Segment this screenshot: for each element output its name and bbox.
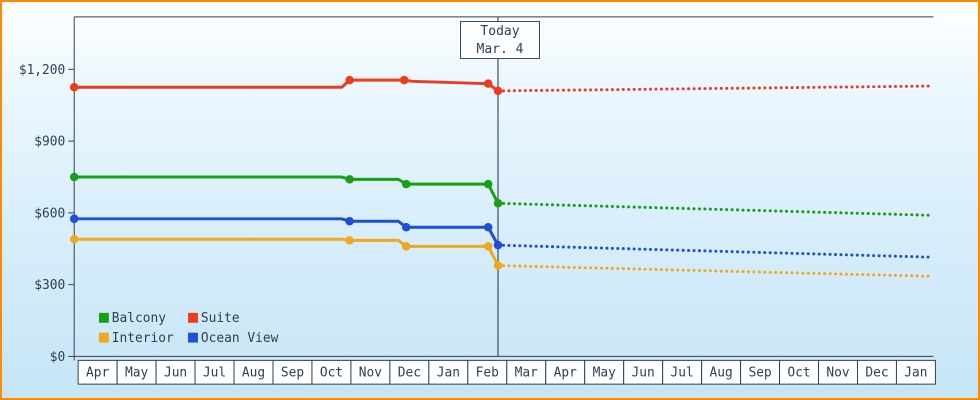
series-marker [483,179,493,189]
month-label: Sep [748,366,771,381]
month-label: Jan [904,366,927,381]
today-annotation: Today Mar. 4 [460,21,540,59]
month-label: Jul [671,366,694,381]
month-cell: Oct [779,359,820,385]
month-label: Jul [203,366,226,381]
month-label: Jun [632,366,655,381]
month-label: Oct [320,366,343,381]
series-solid-line [72,175,500,205]
month-cell: Dec [856,359,897,385]
legend-swatch [98,312,109,323]
series-marker [69,214,79,224]
series-marker [401,179,411,189]
month-cell: Jul [194,359,235,385]
series-marker [483,79,493,88]
month-label: May [593,366,616,381]
month-cell: Aug [701,359,742,385]
series-marker [345,236,354,245]
month-label: Jun [164,366,187,381]
month-cell: Sep [740,359,781,385]
month-cell: Oct [311,359,352,385]
month-label: Apr [554,366,577,381]
legend-label: Interior [112,331,174,346]
legend-swatch [98,332,109,343]
legend-swatch [188,312,198,323]
month-label: Dec [398,366,421,381]
month-label: Oct [787,366,810,381]
series-marker [493,261,503,270]
series-solid-line [72,217,500,247]
month-cell: May [584,359,625,385]
month-cell: Jul [662,359,703,385]
legend-label: Suite [201,311,240,326]
month-label: Sep [281,366,304,381]
month-cell: Nov [350,359,391,385]
month-label: Apr [86,366,109,381]
series-solid-line [72,78,500,93]
series-marker [345,75,354,85]
legend-swatch [188,332,198,343]
month-cell: May [116,359,157,385]
y-tick-label: $300 [34,278,65,293]
legend-item: Balcony [98,311,166,326]
series-forecast-line [496,201,932,217]
series-marker [69,82,79,92]
month-cell: Jan [895,359,936,385]
month-label: Feb [476,366,499,381]
month-label: Aug [242,366,265,381]
month-cell: Nov [818,359,858,385]
month-label: Dec [865,366,888,381]
series-solid-line [72,237,500,268]
series-marker [69,234,79,244]
month-cell: Dec [389,359,430,385]
series-ocean-view [69,214,932,259]
month-cell: Aug [233,359,274,385]
series-balcony [69,172,932,217]
legend-item: Interior [98,331,174,346]
series-marker [493,86,503,96]
month-label: Jan [437,366,460,381]
month-label: Nov [359,366,382,381]
today-label: Today [480,24,520,39]
series-forecast-line [496,243,932,259]
y-tick-label: $0 [50,350,65,365]
series-marker [483,222,493,232]
y-tick-label: $600 [34,206,65,221]
month-cell: Jun [623,359,664,385]
legend-item: Ocean View [188,331,279,346]
series-marker [345,175,354,184]
series-suite [69,75,932,96]
month-label: Mar [515,366,538,381]
series-marker [493,199,503,208]
month-cell: Apr [545,359,586,385]
month-label: Nov [826,366,849,381]
month-cell: Feb [467,359,508,385]
month-label: May [125,366,148,381]
legend-label: Ocean View [201,331,279,346]
month-cell: Mar [506,359,547,385]
month-cell: Jun [155,359,196,385]
series-marker [483,242,493,251]
series-marker [400,75,409,85]
series-interior [69,234,932,278]
today-date: Mar. 4 [476,42,524,57]
series-marker [345,217,354,226]
month-cell: Apr [77,359,118,385]
y-tick-label: $1,200 [19,63,65,78]
series-forecast-line [496,264,932,278]
month-cell: Sep [272,359,313,385]
series-marker [493,240,503,250]
legend-item: Suite [188,311,240,326]
series-marker [69,172,79,182]
month-cell: Jan [428,359,469,385]
month-cell-box [895,359,936,385]
series-forecast-line [496,84,932,93]
series-marker [401,242,411,251]
month-label: Aug [709,366,732,381]
series-marker [401,222,411,232]
y-tick-label: $900 [34,135,65,150]
legend-label: Balcony [112,311,166,326]
